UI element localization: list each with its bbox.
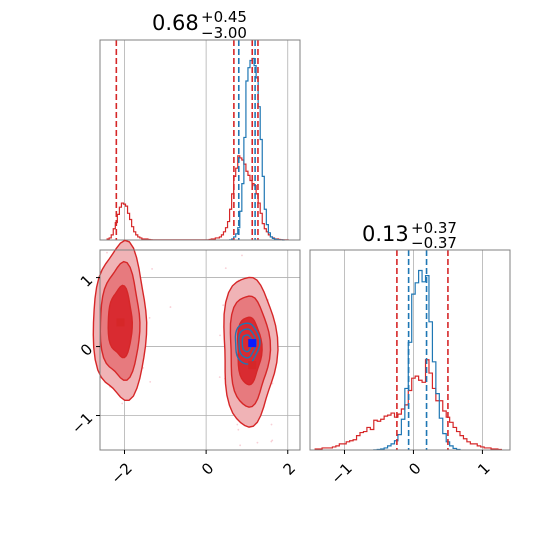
marginal-y-panel: −1 0 1 [309,249,511,488]
panel-frame [99,249,301,451]
right-title-minus: −0.37 [411,234,457,252]
scatter-point [237,428,240,431]
scatter-point [169,306,172,308]
panel-frame [99,39,301,241]
scatter-point [151,268,153,270]
x-tick-label: −1 [327,459,355,487]
panel-frame [309,249,511,451]
histogram-step-narrow [373,269,461,451]
scatter-point [218,376,221,379]
right-title-value: 0.13 [362,222,409,246]
blue-mode-marker [248,339,257,348]
blue-contour [238,328,257,359]
y-tick-label: 1 [77,271,96,290]
scatter-point [271,439,274,442]
histogram-step-unimodal [228,57,285,241]
scatter-point [241,254,243,257]
top-title-plus: +0.45 [201,8,247,26]
x-tick-label: 2 [280,459,299,478]
scatter-point [149,380,152,383]
x-tick-label: −2 [107,459,135,487]
joint-contour-panel: −2 0 2−101 [68,239,301,488]
blue-contour [241,334,253,353]
marginal-x-panel [99,39,301,241]
scatter-point [148,316,151,319]
histogram-step-bimodal [106,155,289,241]
right-title-plus: +0.37 [411,219,457,237]
right-panel-title: 0.13 [362,222,409,246]
scatter-point [256,441,259,444]
blue-contour [234,322,261,365]
scatter-point [270,440,273,443]
scatter-point [224,267,227,270]
x-tick-label: 0 [405,459,424,478]
scatter-point [121,402,124,405]
scatter-point [219,334,221,337]
top-panel-title: 0.68 [152,11,199,35]
top-title-value: 0.68 [152,11,199,35]
x-tick-label: 1 [474,459,493,478]
y-tick-label: −1 [68,409,96,437]
x-tick-label: 0 [198,459,217,478]
red-mode-marker [116,318,125,327]
scatter-point [239,444,242,447]
top-title-minus: −3.00 [201,24,247,42]
red-mode-marker [248,361,257,370]
scatter-point [222,304,225,307]
scatter-point [236,423,239,426]
scatter-point [106,251,108,254]
scatter-point [270,423,273,426]
